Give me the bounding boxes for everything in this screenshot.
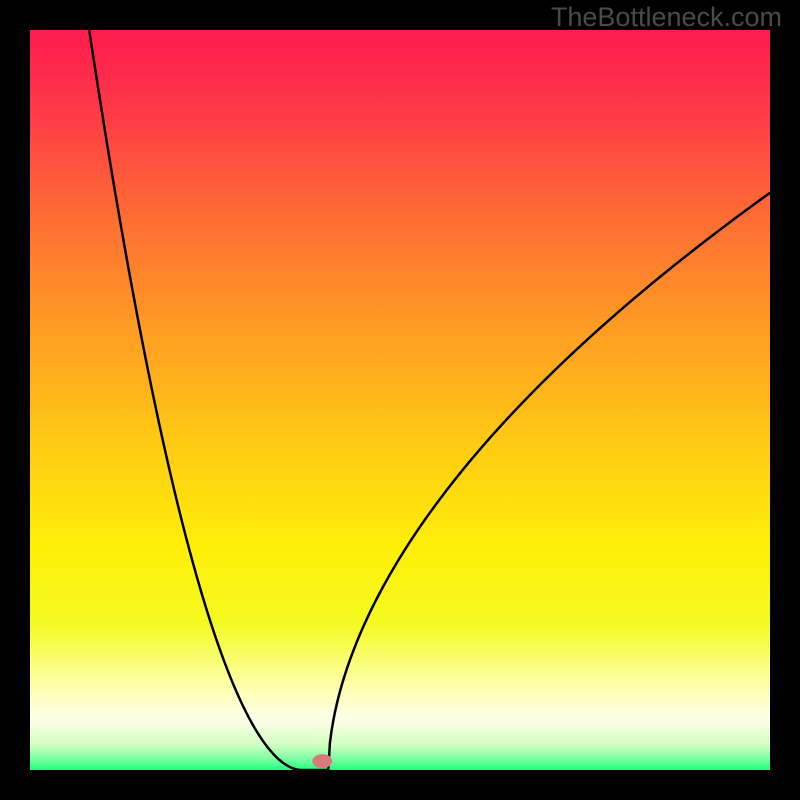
chart-svg xyxy=(0,0,800,800)
plot-background xyxy=(30,30,770,770)
chart-root: TheBottleneck.com xyxy=(0,0,800,800)
optimal-point-marker xyxy=(312,754,332,768)
